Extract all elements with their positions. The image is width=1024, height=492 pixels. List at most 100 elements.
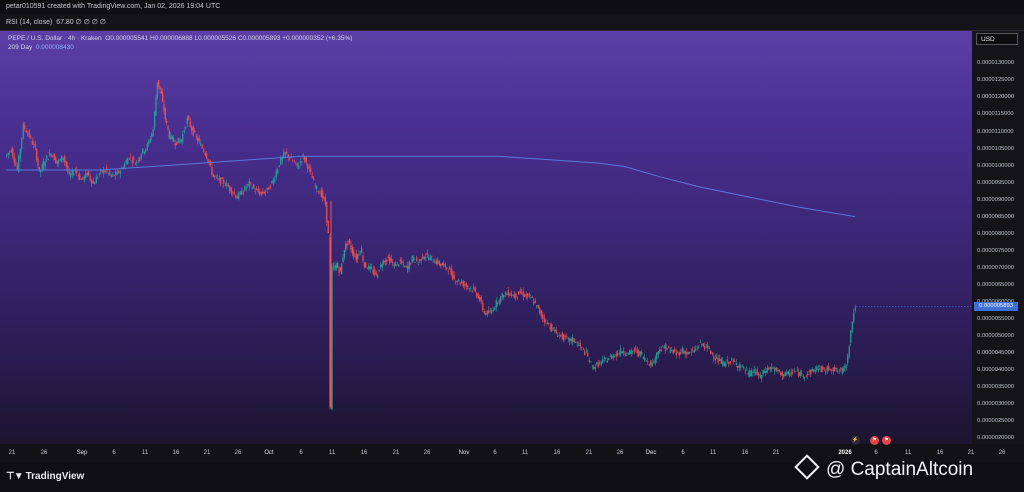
candle-body bbox=[566, 336, 568, 338]
x-tick-label: 11 bbox=[521, 450, 529, 456]
candle-body bbox=[124, 163, 126, 169]
candle-body bbox=[533, 301, 535, 304]
candle-body bbox=[707, 345, 709, 349]
candle-body bbox=[459, 282, 461, 285]
y-tick-label: 0.0000110000 bbox=[977, 128, 1014, 135]
candle-body bbox=[322, 190, 324, 199]
candle-body bbox=[389, 256, 391, 264]
candle-body bbox=[113, 175, 115, 176]
candle-body bbox=[528, 294, 530, 296]
candle-body bbox=[581, 347, 583, 348]
candle-body bbox=[50, 154, 52, 156]
candle-body bbox=[136, 161, 138, 163]
candle-body bbox=[479, 296, 481, 301]
candle-body bbox=[134, 164, 136, 165]
flag-icon[interactable]: ⚑ bbox=[870, 436, 879, 445]
candle-body bbox=[657, 351, 659, 355]
candle-body bbox=[458, 280, 460, 282]
candle-body bbox=[728, 362, 730, 364]
candle-body bbox=[741, 365, 743, 366]
candle-body bbox=[146, 144, 148, 149]
candle-body bbox=[31, 140, 33, 145]
flag-icon[interactable]: ⚑ bbox=[882, 436, 891, 445]
candle-body bbox=[163, 104, 165, 112]
candle-body bbox=[293, 161, 295, 163]
candle-body bbox=[305, 157, 307, 163]
candle-body bbox=[313, 178, 315, 181]
candle-body bbox=[46, 155, 48, 159]
candle-body bbox=[617, 352, 619, 356]
candle-body bbox=[719, 358, 721, 362]
candle-body bbox=[36, 149, 38, 161]
candle-body bbox=[819, 366, 821, 367]
candle-body bbox=[654, 357, 656, 364]
candle-body bbox=[251, 187, 253, 189]
candle-body bbox=[805, 375, 807, 377]
candle-body bbox=[263, 192, 265, 194]
candle-body bbox=[365, 262, 367, 268]
candle-body bbox=[689, 352, 691, 353]
candle-body bbox=[407, 265, 409, 272]
candle-body bbox=[731, 358, 733, 360]
candle-body bbox=[411, 255, 413, 263]
candle-body bbox=[510, 292, 512, 296]
candle-body bbox=[702, 343, 704, 347]
candle-body bbox=[41, 164, 43, 171]
time-axis[interactable] bbox=[0, 444, 1024, 462]
candle-body bbox=[686, 352, 688, 355]
event-icon[interactable]: ⚡ bbox=[851, 436, 860, 445]
candle-body bbox=[687, 351, 689, 354]
candle-body bbox=[447, 270, 449, 272]
candle-body bbox=[492, 310, 494, 311]
y-tick-label: 0.0000050000 bbox=[977, 332, 1015, 339]
candle-body bbox=[438, 261, 440, 265]
candle-body bbox=[34, 143, 36, 148]
candle-body bbox=[327, 220, 329, 234]
candle-body bbox=[28, 130, 30, 137]
candle-body bbox=[645, 360, 647, 362]
candle-body bbox=[636, 349, 638, 354]
candle-body bbox=[623, 350, 625, 354]
candle-body bbox=[354, 256, 356, 257]
candle-body bbox=[215, 176, 217, 177]
candle-body bbox=[506, 293, 508, 295]
candle-body bbox=[119, 170, 121, 175]
price-plot-area[interactable] bbox=[0, 31, 972, 444]
candle-body bbox=[482, 302, 484, 310]
candle-body bbox=[663, 346, 665, 349]
candle-body bbox=[573, 338, 575, 342]
candle-body bbox=[143, 151, 145, 154]
y-tick-label: 0.0000125000 bbox=[977, 77, 1015, 84]
candle-body bbox=[847, 355, 849, 364]
candle-body bbox=[419, 259, 421, 262]
candle-body bbox=[226, 183, 228, 186]
candle-body bbox=[749, 370, 751, 377]
candle-body bbox=[765, 370, 767, 373]
candle-body bbox=[486, 310, 488, 316]
candle-body bbox=[167, 125, 169, 130]
candle-body bbox=[355, 253, 357, 261]
candle-body bbox=[701, 344, 703, 345]
candle-body bbox=[503, 295, 505, 298]
candle-body bbox=[801, 372, 803, 374]
candle-body bbox=[725, 363, 727, 367]
candle-body bbox=[13, 156, 15, 163]
candle-body bbox=[714, 357, 716, 361]
y-tick-label: 0.0000095000 bbox=[977, 179, 1015, 186]
currency-button[interactable]: USD bbox=[976, 33, 1018, 45]
candle-body bbox=[567, 337, 569, 339]
candle-body bbox=[203, 148, 205, 152]
price-axis[interactable] bbox=[972, 31, 1024, 444]
candle-body bbox=[441, 263, 443, 266]
candle-body bbox=[374, 269, 376, 275]
candle-body bbox=[521, 292, 523, 294]
y-tick-label: 0.0000040000 bbox=[977, 366, 1015, 373]
x-tick-label: 6 bbox=[874, 450, 878, 456]
candle-body bbox=[656, 352, 658, 360]
candle-body bbox=[537, 305, 539, 308]
candle-body bbox=[832, 367, 834, 372]
candle-body bbox=[750, 370, 752, 377]
candle-body bbox=[191, 126, 193, 131]
candle-body bbox=[841, 368, 843, 374]
candle-body bbox=[53, 153, 55, 161]
